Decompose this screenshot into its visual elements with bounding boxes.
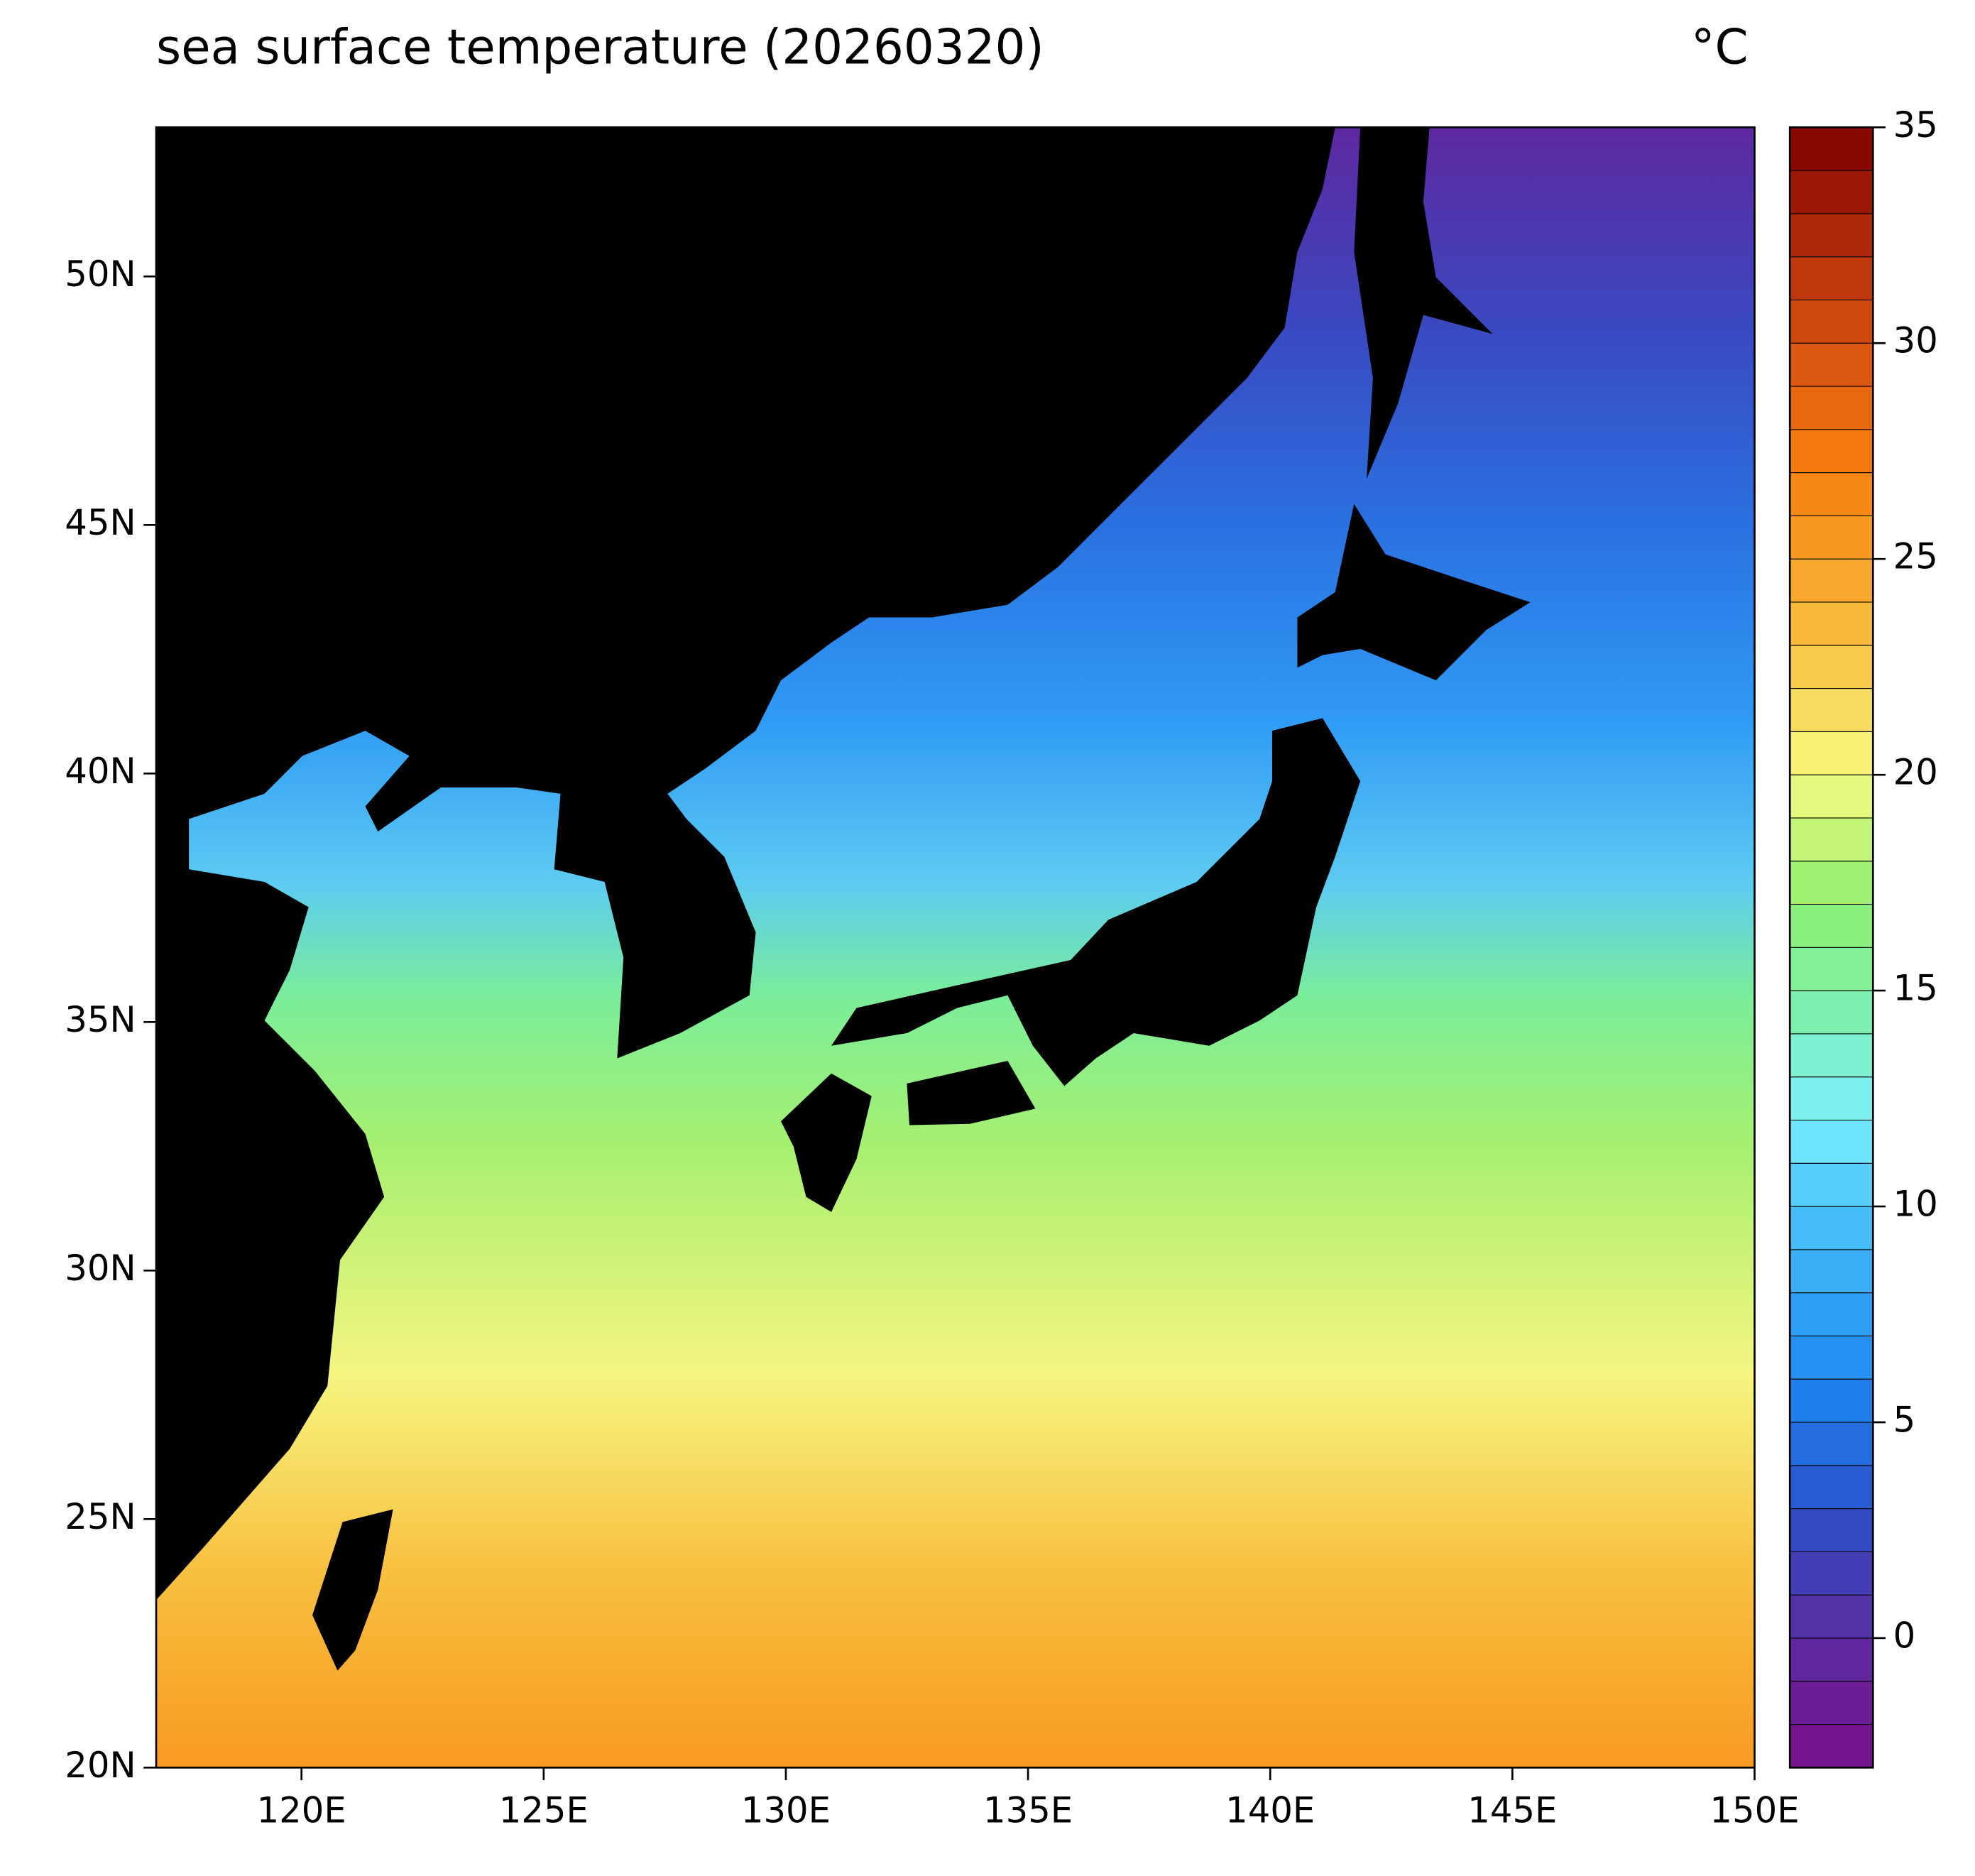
colorbar-tick-label: 25: [1893, 536, 1938, 577]
colorbar-band: [1789, 1378, 1873, 1423]
colorbar-band: [1789, 601, 1873, 646]
colorbar-tick-label: 15: [1893, 968, 1938, 1009]
y-tick-label: 30N: [65, 1248, 136, 1289]
colorbar-band: [1789, 256, 1873, 300]
title: sea surface temperature (20260320): [156, 19, 1044, 75]
map-frame: [155, 126, 1756, 1769]
land-honshu: [831, 718, 1361, 1086]
land-mainland: [156, 127, 1335, 1600]
colorbar-band: [1789, 1292, 1873, 1336]
x-tick-label: 140E: [1225, 1790, 1315, 1831]
colorbar-band: [1789, 1076, 1873, 1121]
y-tick-label: 35N: [65, 999, 136, 1040]
colorbar-band: [1789, 472, 1873, 516]
colorbar-band: [1789, 213, 1873, 258]
colorbar-band: [1789, 817, 1873, 862]
colorbar-band: [1789, 645, 1873, 689]
colorbar-tick-label: 20: [1893, 752, 1938, 793]
colorbar-band: [1789, 1033, 1873, 1078]
colorbar-band: [1789, 1637, 1873, 1682]
unit: °C: [1691, 19, 1749, 75]
colorbar-band: [1789, 1508, 1873, 1552]
colorbar-tick-label: 0: [1893, 1615, 1916, 1656]
colorbar-tick-label: 35: [1893, 104, 1938, 146]
colorbar-band: [1789, 1206, 1873, 1250]
x-tick-label: 135E: [983, 1790, 1073, 1831]
colorbar-band: [1789, 1422, 1873, 1466]
colorbar-band: [1789, 1681, 1873, 1725]
colorbar-band: [1789, 1119, 1873, 1164]
colorbar-frame: [1788, 126, 1874, 1769]
y-tick-label: 45N: [65, 502, 136, 543]
land-kyushu: [781, 1073, 872, 1212]
x-tick-label: 130E: [741, 1790, 831, 1831]
colorbar-band: [1789, 731, 1873, 775]
x-tick-label: 125E: [499, 1790, 589, 1831]
y-tick-label: 40N: [65, 751, 136, 792]
colorbar-band: [1789, 342, 1873, 387]
colorbar-tick-label: 30: [1893, 320, 1938, 361]
map: [155, 126, 1756, 1769]
colorbar-band: [1789, 429, 1873, 474]
x-tick-label: 145E: [1467, 1790, 1557, 1831]
colorbar-band: [1789, 386, 1873, 430]
land-sakhalin: [1354, 127, 1493, 479]
colorbar-tick-label: 5: [1893, 1400, 1916, 1441]
land-shikoku: [907, 1060, 1036, 1125]
colorbar-band: [1789, 170, 1873, 214]
colorbar-band: [1789, 688, 1873, 732]
colorbar-band: [1789, 1335, 1873, 1380]
y-tick-label: 50N: [65, 253, 136, 295]
y-tick-label: 25N: [65, 1496, 136, 1537]
colorbar-band: [1789, 1465, 1873, 1510]
colorbar-band: [1789, 774, 1873, 819]
colorbar-band: [1789, 515, 1873, 560]
y-tick-label: 20N: [65, 1745, 136, 1786]
colorbar-band: [1789, 861, 1873, 905]
colorbar-band: [1789, 990, 1873, 1035]
colorbar-band: [1789, 1551, 1873, 1596]
colorbar-band: [1789, 947, 1873, 991]
colorbar-band: [1789, 558, 1873, 603]
colorbar-band: [1789, 126, 1873, 171]
colorbar-band: [1789, 903, 1873, 948]
x-tick-label: 120E: [257, 1790, 346, 1831]
colorbar-band: [1789, 299, 1873, 344]
colorbar-band: [1789, 1249, 1873, 1294]
colorbar-tick-label: 10: [1893, 1184, 1938, 1225]
colorbar-band: [1789, 1594, 1873, 1639]
x-tick-label: 150E: [1709, 1790, 1799, 1831]
land-taiwan: [312, 1509, 393, 1671]
colorbar-band: [1789, 1724, 1873, 1768]
land-hokkaido: [1297, 503, 1531, 681]
colorbar-band: [1789, 1162, 1873, 1207]
